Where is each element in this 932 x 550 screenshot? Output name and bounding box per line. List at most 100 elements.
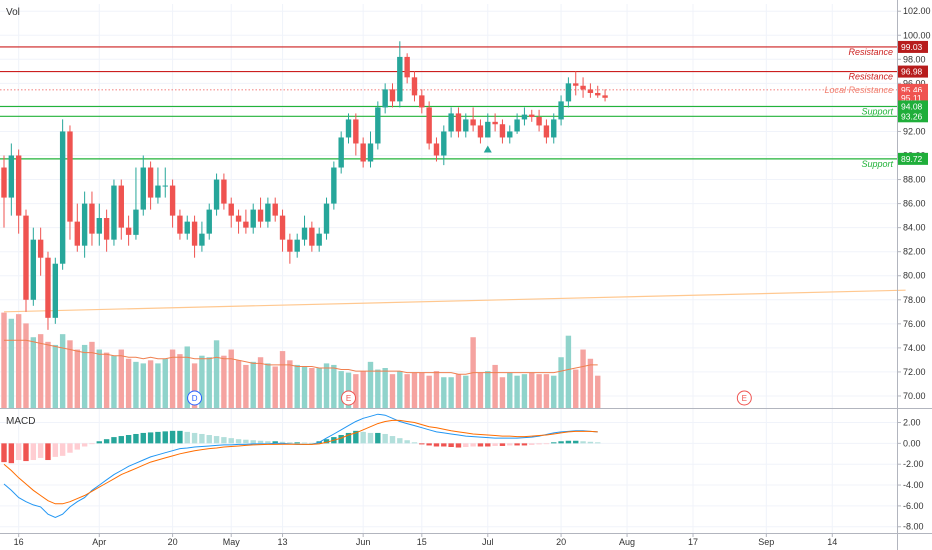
macd-tick-label: -4.00 bbox=[903, 480, 924, 490]
candle-body bbox=[353, 119, 359, 144]
volume-bar bbox=[257, 357, 264, 408]
macd-histogram-bar bbox=[521, 443, 528, 446]
macd-histogram-bar bbox=[507, 443, 513, 446]
level-label: Local Resistance bbox=[824, 85, 893, 95]
trendline[interactable] bbox=[3, 289, 906, 313]
candle-body bbox=[433, 143, 440, 156]
macd-pane bbox=[0, 408, 932, 518]
macd-tick-label: 0.00 bbox=[903, 438, 921, 448]
y-tick-label: 96.00 bbox=[903, 78, 926, 88]
candle-body bbox=[441, 131, 447, 156]
candle-body bbox=[375, 107, 381, 144]
volume-bar bbox=[367, 361, 374, 408]
level-lines: Resistance Resistance Local Resistance Supp… bbox=[0, 46, 897, 169]
volume-bar bbox=[389, 374, 396, 408]
price-tag-text: 93.26 bbox=[901, 111, 923, 121]
volume-bar bbox=[265, 363, 271, 408]
macd-histogram-bar bbox=[30, 443, 37, 461]
y-tick-label: 82.00 bbox=[903, 247, 926, 257]
volume-bar bbox=[177, 354, 183, 408]
macd-histogram-bar bbox=[580, 441, 586, 444]
volume-bar bbox=[411, 372, 418, 408]
macd-histogram-bar bbox=[558, 441, 564, 444]
y-tick-label: 80.00 bbox=[903, 271, 926, 281]
volume-bar bbox=[433, 371, 440, 408]
volume-bar bbox=[213, 340, 220, 408]
volume-bar bbox=[184, 346, 190, 408]
volume-bar bbox=[441, 377, 447, 408]
y-tick-label: 74.00 bbox=[903, 343, 926, 353]
volume-bar bbox=[345, 372, 352, 408]
candle-body bbox=[389, 89, 396, 102]
candle-body bbox=[8, 155, 15, 198]
candle-body bbox=[52, 263, 59, 318]
event-letter: E bbox=[742, 394, 747, 403]
macd-histogram-bar bbox=[294, 442, 300, 444]
candle-body bbox=[133, 209, 139, 235]
y-tick-label: 84.00 bbox=[903, 223, 926, 233]
macd-histogram-bar bbox=[448, 443, 454, 448]
y-tick-label: 70.00 bbox=[903, 391, 926, 401]
volume-bar bbox=[89, 341, 95, 408]
macd-histogram-bar bbox=[213, 436, 220, 444]
volume-bar bbox=[404, 374, 410, 408]
macd-histogram-bar bbox=[250, 440, 256, 444]
macd-histogram-bar bbox=[485, 443, 491, 447]
volume-bar bbox=[81, 344, 88, 408]
y-tick-label: 100.00 bbox=[903, 30, 931, 40]
volume-bar bbox=[250, 361, 256, 408]
volume-bar bbox=[514, 375, 520, 408]
macd-histogram-bar bbox=[67, 443, 73, 453]
volume-bar bbox=[316, 368, 322, 408]
volume-bar bbox=[287, 360, 293, 408]
candle-body bbox=[37, 239, 44, 258]
candle-body bbox=[521, 114, 528, 120]
candle-body bbox=[140, 167, 146, 210]
volume-bar bbox=[477, 372, 484, 408]
volume-bar bbox=[243, 364, 249, 408]
candle-body bbox=[558, 101, 564, 120]
x-tick-label: Jul bbox=[482, 537, 494, 547]
macd-histogram-bar bbox=[8, 443, 15, 464]
candle-body bbox=[103, 218, 110, 240]
event-marker[interactable] bbox=[341, 390, 357, 406]
volume-bar bbox=[103, 352, 110, 408]
volume-bar bbox=[397, 371, 403, 408]
volume-bar bbox=[551, 375, 557, 408]
candle-body bbox=[360, 143, 366, 162]
macd-histogram-bar bbox=[177, 430, 183, 444]
macd-histogram-bar bbox=[103, 439, 110, 444]
volume-bar bbox=[573, 369, 579, 408]
macd-histogram-bar bbox=[23, 443, 29, 462]
y-tick-label: 102.00 bbox=[903, 6, 931, 16]
macd-histogram-bar bbox=[367, 432, 374, 444]
candle-body bbox=[162, 185, 168, 187]
volume-bar bbox=[162, 358, 168, 408]
volume-bar bbox=[133, 361, 139, 408]
price-tag-text: 95.46 bbox=[901, 85, 923, 95]
candle-body bbox=[367, 143, 374, 162]
macd-histogram-bar bbox=[37, 443, 44, 458]
volume-bar bbox=[529, 372, 535, 408]
volume-bar bbox=[74, 349, 80, 408]
volume-bar bbox=[52, 344, 59, 408]
volume-bar bbox=[543, 374, 550, 408]
volume-bar bbox=[15, 314, 22, 408]
volume-bar bbox=[485, 371, 491, 408]
x-tick-label: 13 bbox=[278, 537, 288, 547]
candle-body bbox=[235, 215, 242, 222]
event-marker[interactable] bbox=[187, 390, 203, 406]
volume-bar bbox=[331, 364, 337, 408]
candle-body bbox=[30, 239, 37, 300]
volume-bar bbox=[499, 377, 506, 408]
macd-histogram-bar bbox=[191, 432, 198, 444]
event-marker[interactable] bbox=[736, 390, 752, 406]
x-tick-label: 20 bbox=[556, 537, 566, 547]
volume-bar bbox=[118, 349, 124, 408]
macd-histogram-bar bbox=[111, 437, 117, 444]
